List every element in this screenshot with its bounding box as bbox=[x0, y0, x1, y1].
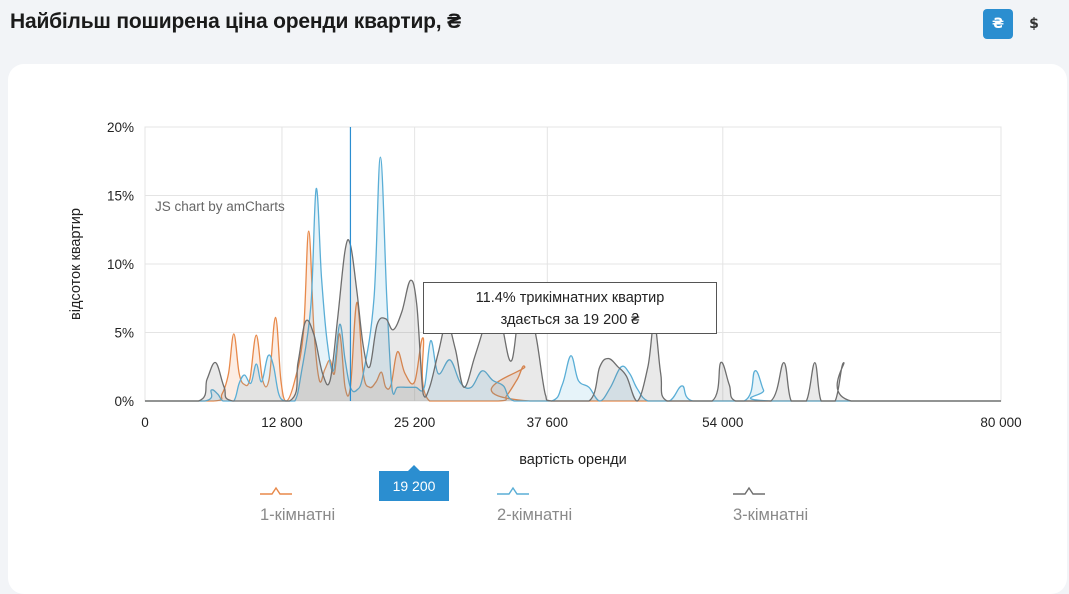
series-line-two-room bbox=[144, 156, 1001, 402]
legend-label-one-room[interactable]: 1-кімнатні bbox=[260, 506, 335, 524]
legend-marker-three-room bbox=[733, 486, 765, 495]
currency-uah-button[interactable]: ₴ bbox=[983, 9, 1013, 39]
x-tick-label: 25 200 bbox=[394, 415, 435, 430]
series-line-one-room bbox=[144, 230, 1001, 402]
currency-toggle: ₴ $ bbox=[983, 9, 1049, 39]
chart-card: 0% 5% 10% 15% 20% 0 12 800 25 200 37 600 54 000 80… bbox=[8, 64, 1067, 594]
legend-label-two-room[interactable]: 2-кімнатні bbox=[497, 506, 572, 524]
legend-marker-one-room bbox=[260, 486, 292, 495]
y-tick-label: 0% bbox=[114, 394, 134, 409]
series-area-two-room bbox=[145, 157, 1001, 401]
y-tick-label: 20% bbox=[107, 120, 134, 135]
tooltip-line-1: 11.4% трикімнатних квартир bbox=[475, 290, 665, 306]
x-tick-label: 37 600 bbox=[527, 415, 568, 430]
y-tick-label: 5% bbox=[114, 326, 134, 341]
series-area-three-room bbox=[145, 239, 1001, 401]
x-tick-label: 12 800 bbox=[261, 415, 302, 430]
chart-watermark[interactable]: JS chart by amCharts bbox=[155, 199, 285, 214]
cursor-value-label: 19 200 bbox=[379, 465, 449, 501]
chart-tooltip: 11.4% трикімнатних квартир здається за 1… bbox=[423, 282, 717, 334]
series-area-one-room bbox=[145, 231, 1001, 401]
legend-marker-two-room bbox=[497, 486, 529, 495]
x-axis-label: вартість оренди bbox=[519, 452, 626, 468]
price-distribution-chart[interactable]: 0% 5% 10% 15% 20% 0 12 800 25 200 37 600 54 000 80… bbox=[8, 64, 1067, 580]
page-title: Найбільш поширена ціна оренди квартир, ₴ bbox=[10, 10, 461, 33]
x-tick-label: 80 000 bbox=[980, 415, 1021, 430]
y-tick-label: 15% bbox=[107, 189, 134, 204]
y-tick-label: 10% bbox=[107, 257, 134, 272]
x-tick-label: 0 bbox=[141, 415, 149, 430]
legend-label-three-room[interactable]: 3-кімнатні bbox=[733, 506, 808, 524]
y-axis-label: відсоток квартир bbox=[68, 208, 84, 320]
currency-usd-button[interactable]: $ bbox=[1019, 9, 1049, 39]
x-tick-label: 54 000 bbox=[702, 415, 743, 430]
tooltip-line-2: здається за 19 200 ₴ bbox=[500, 312, 640, 328]
